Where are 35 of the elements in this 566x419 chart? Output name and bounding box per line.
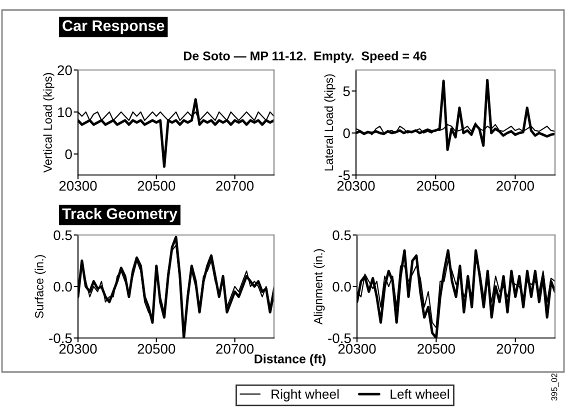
chart-title: Car Response (62, 20, 164, 34)
text: De Soto — MP 11-12. Empty. Speed = 46 (184, 51, 426, 63)
x-tick-label: 20500 (138, 180, 176, 191)
y-tick-label: 5 (343, 86, 350, 96)
y-tick-label: -0.5 (49, 333, 72, 344)
y-tick-label: 0.0 (54, 282, 72, 292)
y-axis-title: Alignment (in.) (314, 249, 325, 325)
y-tick-label: 20 (58, 65, 72, 76)
y-axis-title: Surface (in.) (34, 255, 46, 318)
y-axis-title: Vertical Load (kips) (43, 73, 54, 173)
x-tick-label: 20500 (138, 344, 176, 354)
x-tick-label: 20300 (59, 344, 97, 354)
x-tick-label: 20300 (338, 344, 376, 354)
legend-label: Right wheel (272, 389, 339, 402)
x-tick-label: 20300 (337, 180, 375, 191)
y-tick-label: -0.5 (328, 333, 351, 344)
y-tick-label: 0.5 (332, 230, 351, 240)
y-tick-label: -5 (338, 170, 350, 180)
y-axis-title: Lateral Load (kips) (324, 74, 336, 170)
x-tick-label: 20500 (416, 180, 454, 191)
y-tick-label: 0 (343, 128, 350, 138)
x-tick-label: 20700 (496, 180, 534, 191)
x-tick-label: 20500 (418, 344, 455, 354)
y-tick-label: 0.5 (54, 230, 72, 240)
chart-title: Track Geometry (62, 208, 178, 222)
x-tick-label: 20700 (216, 344, 254, 354)
y-tick-label: 10 (58, 107, 72, 118)
y-tick-label: 0 (65, 149, 72, 160)
x-tick-label: 20700 (216, 180, 254, 191)
y-tick-label: 0.0 (332, 282, 351, 292)
x-tick-label: 20700 (496, 344, 534, 354)
legend-label: Left wheel (390, 389, 449, 399)
text: 395_02 (551, 374, 559, 401)
x-tick-label: 20300 (59, 180, 97, 191)
x-axis-title: Distance (ft) (254, 354, 326, 366)
